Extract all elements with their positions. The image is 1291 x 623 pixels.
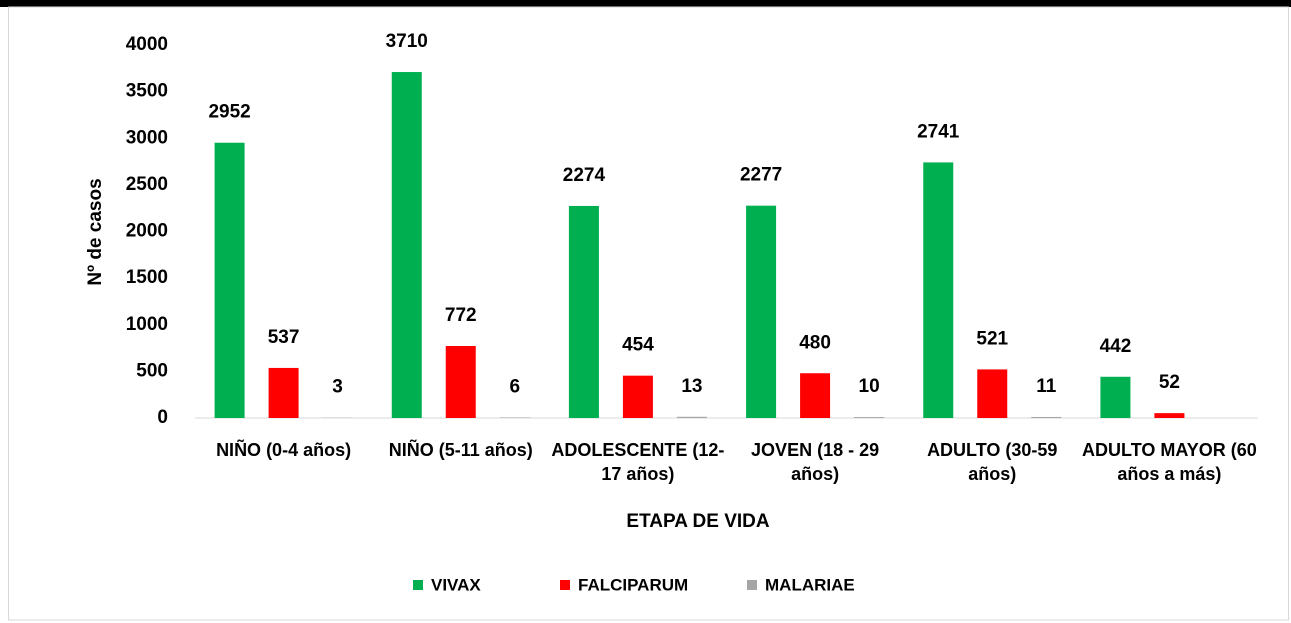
value-label: 454 — [622, 335, 654, 356]
legend-label: VIVAX — [431, 575, 481, 594]
x-tick-label: ADULTO MAYOR (60 años a más) — [1082, 440, 1257, 484]
bar — [977, 369, 1008, 418]
value-label: 13 — [681, 376, 702, 397]
y-tick-label: 1000 — [126, 314, 168, 335]
x-axis-title: ETAPA DE VIDA — [626, 511, 769, 532]
legend-swatch — [413, 580, 423, 590]
y-tick-label: 2500 — [126, 174, 168, 195]
x-tick-label: ADULTO (30-59 años) — [927, 440, 1058, 484]
bar — [268, 367, 299, 418]
legend-label: MALARIAE — [765, 575, 855, 594]
bar — [214, 142, 245, 418]
bar — [923, 162, 954, 418]
x-tick-label: NIÑO (0-4 años) — [216, 440, 352, 460]
y-tick-label: 2000 — [126, 221, 168, 242]
bar — [676, 416, 707, 418]
value-label: 11 — [1036, 376, 1057, 397]
value-label: 3710 — [386, 31, 428, 52]
bar — [622, 375, 653, 418]
top-band — [0, 0, 1291, 7]
bar — [1100, 376, 1131, 418]
y-tick-label: 3000 — [126, 127, 168, 148]
x-tick-label: JOVEN (18 - 29 años) — [751, 440, 880, 484]
y-tick-label: 0 — [157, 407, 168, 428]
bar — [391, 72, 422, 418]
bar — [445, 346, 476, 418]
bar — [499, 417, 530, 418]
y-tick-label: 1500 — [126, 267, 168, 288]
chart-border — [8, 6, 1289, 621]
value-label: 2277 — [740, 165, 782, 186]
value-label: 6 — [509, 376, 520, 397]
value-label: 2952 — [208, 102, 250, 123]
y-tick-label: 4000 — [126, 34, 168, 55]
value-label: 480 — [799, 332, 831, 353]
bar — [854, 417, 885, 418]
value-label: 2274 — [563, 165, 606, 186]
legend-swatch — [560, 580, 570, 590]
bar — [746, 205, 777, 418]
y-tick-label: 500 — [136, 360, 168, 381]
value-label: 2741 — [917, 121, 960, 142]
bar — [568, 205, 599, 418]
y-axis-title: Nº de casos — [85, 178, 106, 285]
bar — [800, 373, 831, 418]
value-label: 52 — [1159, 372, 1180, 393]
value-label: 10 — [859, 376, 880, 397]
legend-label: FALCIPARUM — [578, 575, 688, 594]
value-label: 537 — [268, 327, 300, 348]
bar — [1031, 416, 1062, 418]
bar — [1154, 413, 1185, 418]
y-tick-label: 3500 — [126, 81, 168, 102]
value-label: 521 — [976, 328, 1008, 349]
x-tick-label: ADOLESCENTE (12-17 años) — [551, 440, 725, 484]
legend-swatch — [747, 580, 757, 590]
value-label: 3 — [332, 377, 343, 398]
value-label: 442 — [1100, 336, 1132, 357]
value-label: 772 — [445, 305, 477, 326]
x-tick-label: NIÑO (5-11 años) — [388, 440, 533, 460]
